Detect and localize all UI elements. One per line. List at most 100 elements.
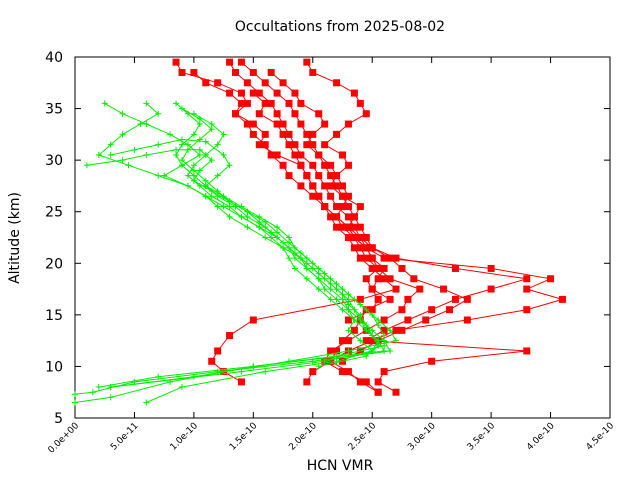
data-point bbox=[321, 120, 329, 128]
data-point bbox=[155, 172, 162, 179]
data-point bbox=[72, 399, 78, 406]
data-point bbox=[327, 296, 334, 303]
profile-line bbox=[229, 61, 469, 362]
profile-line bbox=[110, 138, 397, 388]
data-point bbox=[345, 347, 352, 354]
data-point bbox=[202, 138, 209, 145]
data-point bbox=[261, 99, 269, 107]
data-point bbox=[95, 384, 102, 391]
data-point bbox=[333, 223, 341, 231]
data-point bbox=[327, 357, 335, 365]
data-point bbox=[344, 316, 352, 324]
data-point bbox=[344, 192, 352, 200]
x-axis-label: HCN VMR bbox=[307, 458, 374, 474]
data-point bbox=[327, 347, 335, 355]
data-point bbox=[273, 110, 281, 118]
data-point bbox=[375, 317, 382, 324]
data-point bbox=[374, 275, 382, 283]
data-point bbox=[344, 161, 352, 169]
data-point bbox=[303, 172, 311, 180]
data-point bbox=[286, 255, 292, 262]
data-point bbox=[321, 182, 329, 190]
data-point bbox=[344, 368, 352, 376]
data-point bbox=[344, 120, 352, 128]
data-point bbox=[262, 234, 269, 241]
data-point bbox=[345, 327, 352, 334]
data-point bbox=[249, 68, 257, 76]
data-point bbox=[131, 146, 138, 153]
data-point bbox=[274, 229, 281, 236]
data-point bbox=[143, 121, 150, 128]
data-point bbox=[167, 131, 174, 138]
data-point bbox=[95, 151, 102, 158]
data-point bbox=[362, 337, 370, 345]
y-axis-label: Altitude (km) bbox=[7, 192, 23, 284]
data-point bbox=[214, 172, 221, 179]
data-point bbox=[321, 270, 328, 277]
data-point bbox=[315, 270, 322, 277]
data-point bbox=[155, 110, 162, 117]
data-point bbox=[249, 316, 257, 324]
data-point bbox=[279, 79, 287, 87]
data-point bbox=[238, 368, 245, 375]
data-point bbox=[179, 157, 185, 164]
data-point bbox=[422, 316, 430, 324]
data-point bbox=[196, 115, 203, 122]
data-point bbox=[291, 265, 298, 272]
data-point bbox=[179, 141, 185, 148]
data-point bbox=[344, 223, 352, 231]
data-point bbox=[368, 285, 376, 293]
data-point bbox=[232, 68, 239, 76]
data-point bbox=[386, 275, 394, 283]
profile-line bbox=[252, 92, 421, 393]
data-point bbox=[398, 264, 406, 272]
data-point bbox=[463, 316, 471, 324]
data-point bbox=[333, 347, 341, 355]
chart-title: Occultations from 2025-08-02 bbox=[235, 19, 445, 35]
data-point bbox=[285, 130, 293, 138]
data-point bbox=[220, 151, 227, 158]
profile-line bbox=[86, 149, 379, 367]
data-point bbox=[357, 337, 364, 344]
data-point bbox=[381, 332, 388, 339]
data-point bbox=[267, 68, 275, 76]
data-point bbox=[339, 296, 346, 303]
series-1 bbox=[172, 58, 566, 396]
data-point bbox=[416, 285, 424, 293]
data-point bbox=[190, 167, 197, 174]
y-tick-label: 30 bbox=[45, 153, 63, 169]
data-point bbox=[303, 265, 310, 272]
data-point bbox=[327, 192, 335, 200]
x-tick-label: 1.0e-10 bbox=[168, 421, 200, 453]
x-tick-label: 0.0e+00 bbox=[47, 421, 82, 456]
data-point bbox=[345, 296, 352, 303]
data-point bbox=[327, 172, 335, 180]
profile-line bbox=[175, 61, 398, 383]
data-point bbox=[250, 363, 257, 370]
data-point bbox=[303, 260, 310, 267]
data-point bbox=[362, 244, 370, 252]
data-point bbox=[208, 157, 215, 164]
data-point bbox=[374, 378, 382, 386]
data-point bbox=[184, 172, 191, 179]
data-point bbox=[356, 295, 364, 303]
data-point bbox=[226, 162, 233, 169]
data-point bbox=[297, 249, 304, 256]
data-point bbox=[487, 264, 495, 272]
data-point bbox=[226, 89, 234, 97]
data-point bbox=[125, 162, 132, 169]
data-point bbox=[83, 162, 90, 169]
data-point bbox=[523, 306, 531, 314]
data-point bbox=[386, 295, 394, 303]
data-point bbox=[243, 99, 251, 107]
y-tick-label: 20 bbox=[45, 256, 63, 272]
data-point bbox=[196, 136, 203, 143]
data-point bbox=[333, 213, 341, 221]
data-point bbox=[362, 275, 370, 283]
data-point bbox=[285, 99, 293, 107]
data-point bbox=[190, 373, 197, 380]
data-point bbox=[363, 353, 370, 360]
data-point bbox=[214, 141, 221, 148]
data-point bbox=[286, 239, 292, 246]
data-point bbox=[344, 203, 352, 211]
